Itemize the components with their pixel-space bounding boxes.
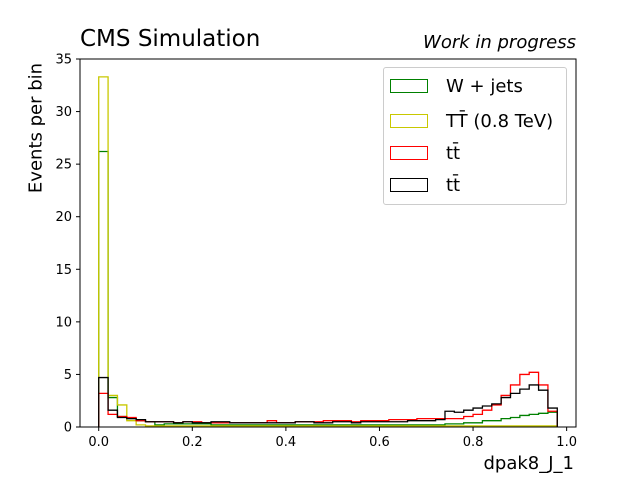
series-3-histogram	[98, 376, 558, 427]
legend-item-ttbar-red: tt̄	[390, 142, 460, 164]
status-label: Work in progress	[423, 32, 576, 53]
legend-swatch-tprime	[390, 114, 428, 128]
legend-swatch-ttbar-red	[390, 146, 428, 160]
y-axis-label: Events per bin	[25, 62, 47, 194]
x-axis-label: dpak8_J_1	[483, 453, 574, 474]
legend-swatch-ttbar-black	[390, 178, 428, 192]
y-tick-label: 30	[55, 105, 72, 120]
legend-swatch-wjets	[390, 79, 428, 93]
legend-label-wjets: W + jets	[446, 75, 523, 97]
legend: W + jets TT̄ (0.8 TeV) tt̄ tt̄	[383, 67, 567, 205]
x-tick-label: 0.4	[276, 435, 297, 450]
y-tick-label: 35	[55, 53, 72, 68]
x-tick-label: 0.8	[463, 435, 484, 450]
y-tick-label: 15	[55, 263, 72, 278]
y-tick-label: 0	[64, 421, 72, 436]
x-tick-label: 0.2	[182, 435, 203, 450]
x-tick-label: 0.6	[369, 435, 390, 450]
x-tick-label: 0.0	[88, 435, 109, 450]
legend-item-ttbar-black: tt̄	[390, 174, 460, 196]
series-2-histogram	[98, 371, 558, 427]
y-tick-label: 10	[55, 315, 72, 330]
legend-item-tprime: TT̄ (0.8 TeV)	[390, 110, 553, 132]
series-1-histogram	[98, 76, 558, 427]
y-tick-label: 25	[55, 158, 72, 173]
legend-label-ttbar-red: tt̄	[446, 142, 461, 164]
experiment-label: CMS Simulation	[80, 26, 261, 52]
legend-label-ttbar-black: tt̄	[446, 174, 461, 196]
x-tick-label: 1.0	[556, 435, 577, 450]
y-tick-label: 20	[55, 210, 72, 225]
legend-item-wjets: W + jets	[390, 75, 523, 97]
y-tick-label: 5	[64, 368, 72, 383]
plot-frame	[79, 58, 577, 428]
legend-label-tprime: TT̄ (0.8 TeV)	[446, 110, 554, 132]
